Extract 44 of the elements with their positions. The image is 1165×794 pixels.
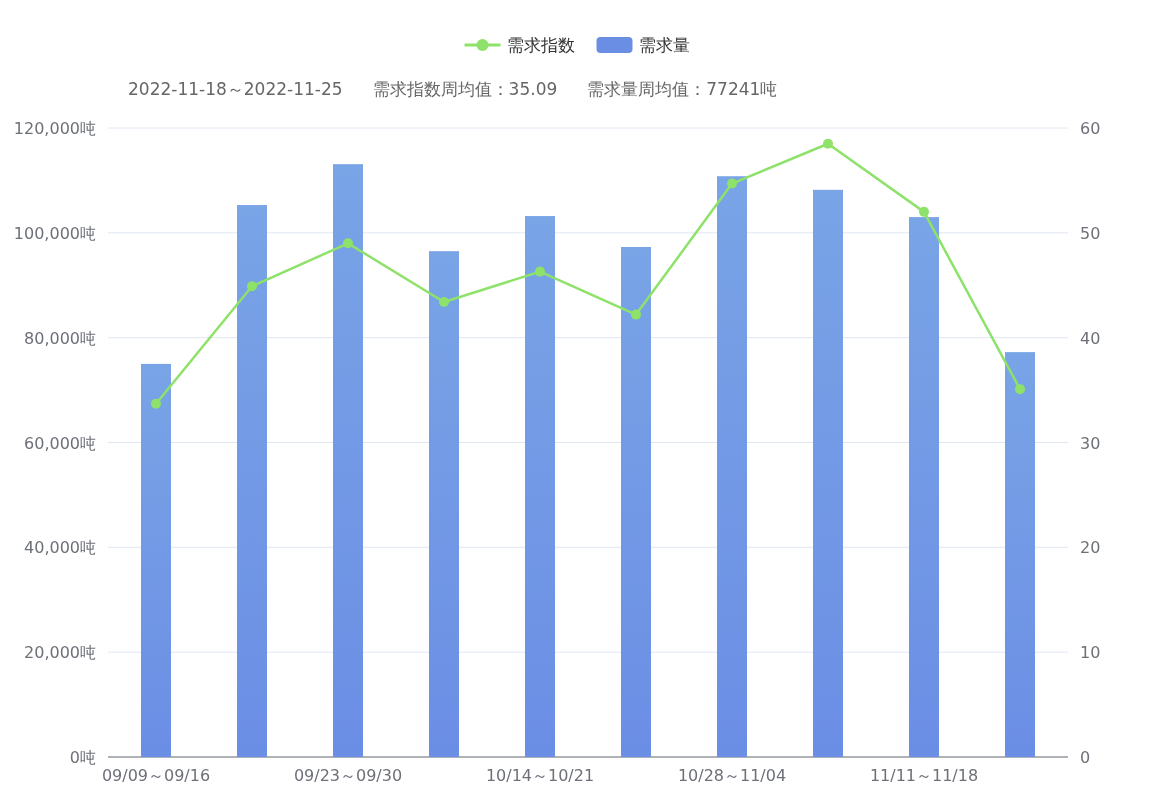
bar bbox=[717, 176, 747, 757]
y2-tick-label: 10 bbox=[1080, 643, 1101, 663]
x-tick-label: 09/23～09/30 bbox=[293, 766, 403, 785]
bar bbox=[333, 164, 363, 757]
y-tick-label: 120,000吨 bbox=[13, 119, 96, 138]
y-tick-label: 40,000吨 bbox=[24, 538, 96, 558]
text: 需求量周均值：77241吨 bbox=[587, 79, 778, 99]
y2-tick-label: 50 bbox=[1080, 223, 1101, 243]
point bbox=[247, 281, 257, 292]
point bbox=[343, 238, 353, 249]
point bbox=[823, 138, 833, 149]
y2-tick-label: 40 bbox=[1080, 328, 1101, 348]
point bbox=[727, 178, 737, 189]
text: 2022-11-18～2022-11-25 bbox=[128, 79, 343, 99]
point bbox=[535, 266, 545, 277]
point bbox=[151, 398, 161, 409]
bar bbox=[237, 205, 267, 757]
legend-label: 需求量 bbox=[638, 35, 690, 55]
x-tick-label: 10/14～10/21 bbox=[485, 766, 595, 785]
bar bbox=[813, 189, 843, 757]
y2-tick-label: 0 bbox=[1080, 748, 1091, 767]
y2-tick-label: 20 bbox=[1080, 538, 1101, 558]
y2-tick-label: 30 bbox=[1080, 433, 1101, 453]
bar bbox=[1005, 352, 1035, 757]
point bbox=[439, 297, 449, 308]
bar bbox=[141, 363, 171, 757]
x-tick-label: 11/11～11/18 bbox=[869, 766, 979, 785]
legend-label: 需求指数 bbox=[506, 35, 575, 55]
x-tick-label: 09/09～09/16 bbox=[101, 766, 211, 785]
y-tick-label: 20,000吨 bbox=[24, 643, 96, 663]
y2-tick-label: 60 bbox=[1080, 119, 1101, 138]
text: 需求指数周均值：35.09 bbox=[372, 79, 558, 99]
point bbox=[1015, 384, 1025, 395]
y-tick-label: 80,000吨 bbox=[24, 328, 96, 348]
y-tick-label: 100,000吨 bbox=[13, 223, 96, 243]
x-tick-label: 10/28～11/04 bbox=[677, 766, 787, 785]
bar bbox=[525, 216, 555, 757]
point bbox=[631, 309, 641, 320]
bar bbox=[909, 217, 939, 757]
y-tick-label: 60,000吨 bbox=[24, 433, 96, 453]
y-tick-label: 0吨 bbox=[69, 748, 96, 767]
bar bbox=[621, 246, 651, 757]
point bbox=[919, 206, 929, 217]
bar bbox=[429, 251, 459, 757]
